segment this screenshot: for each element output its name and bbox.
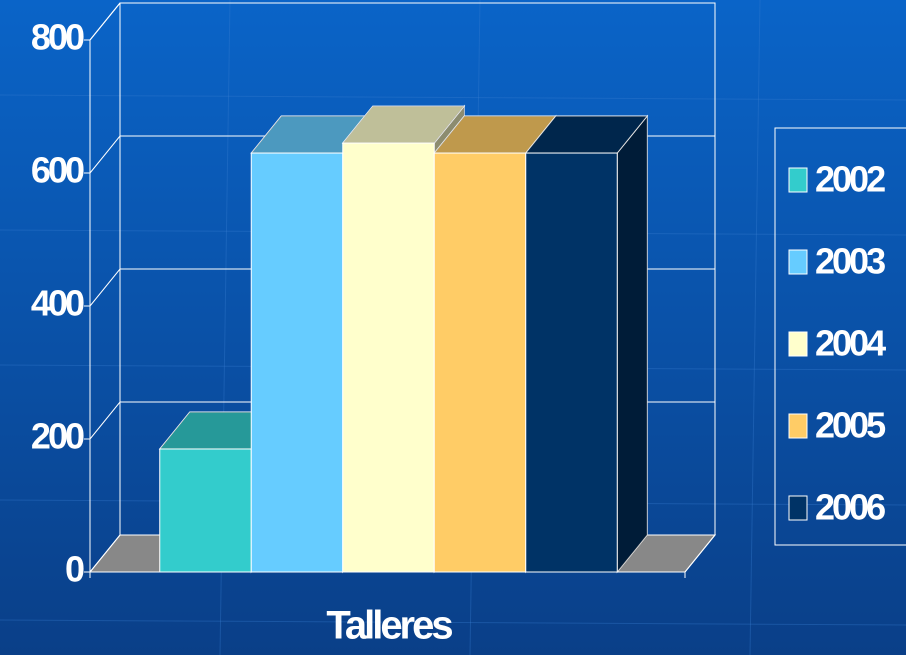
legend-swatch: [788, 495, 808, 521]
grid-line: [89, 2, 715, 41]
y-tick-label: 400: [31, 283, 84, 324]
legend-swatch: [788, 331, 808, 357]
legend-swatch: [788, 249, 808, 275]
y-tick-label: 200: [31, 416, 84, 457]
y-tick-label: 800: [31, 17, 84, 58]
bar-top-shade: [342, 106, 465, 144]
legend-box: [774, 127, 906, 546]
x-axis-side: [684, 534, 716, 573]
legend-label: 2005: [815, 405, 886, 446]
legend-swatch: [788, 413, 808, 439]
x-tick-label: Talleres: [326, 604, 452, 648]
y-tick-label: 0: [65, 549, 84, 590]
y-tick-label: 600: [31, 150, 84, 191]
bar: [159, 448, 252, 573]
bar: [342, 142, 435, 573]
legend-label: 2006: [815, 487, 885, 528]
legend-label: 2004: [815, 323, 886, 364]
bar-top-shade: [525, 116, 648, 154]
legend-label: 2003: [815, 241, 885, 282]
bar: [433, 152, 527, 573]
bar-side-shade: [617, 116, 648, 573]
bar: [525, 152, 618, 573]
legend-label: 2002: [815, 159, 885, 200]
bar-top-shade: [434, 116, 556, 154]
legend-swatch: [788, 167, 808, 193]
bar: [250, 152, 344, 573]
